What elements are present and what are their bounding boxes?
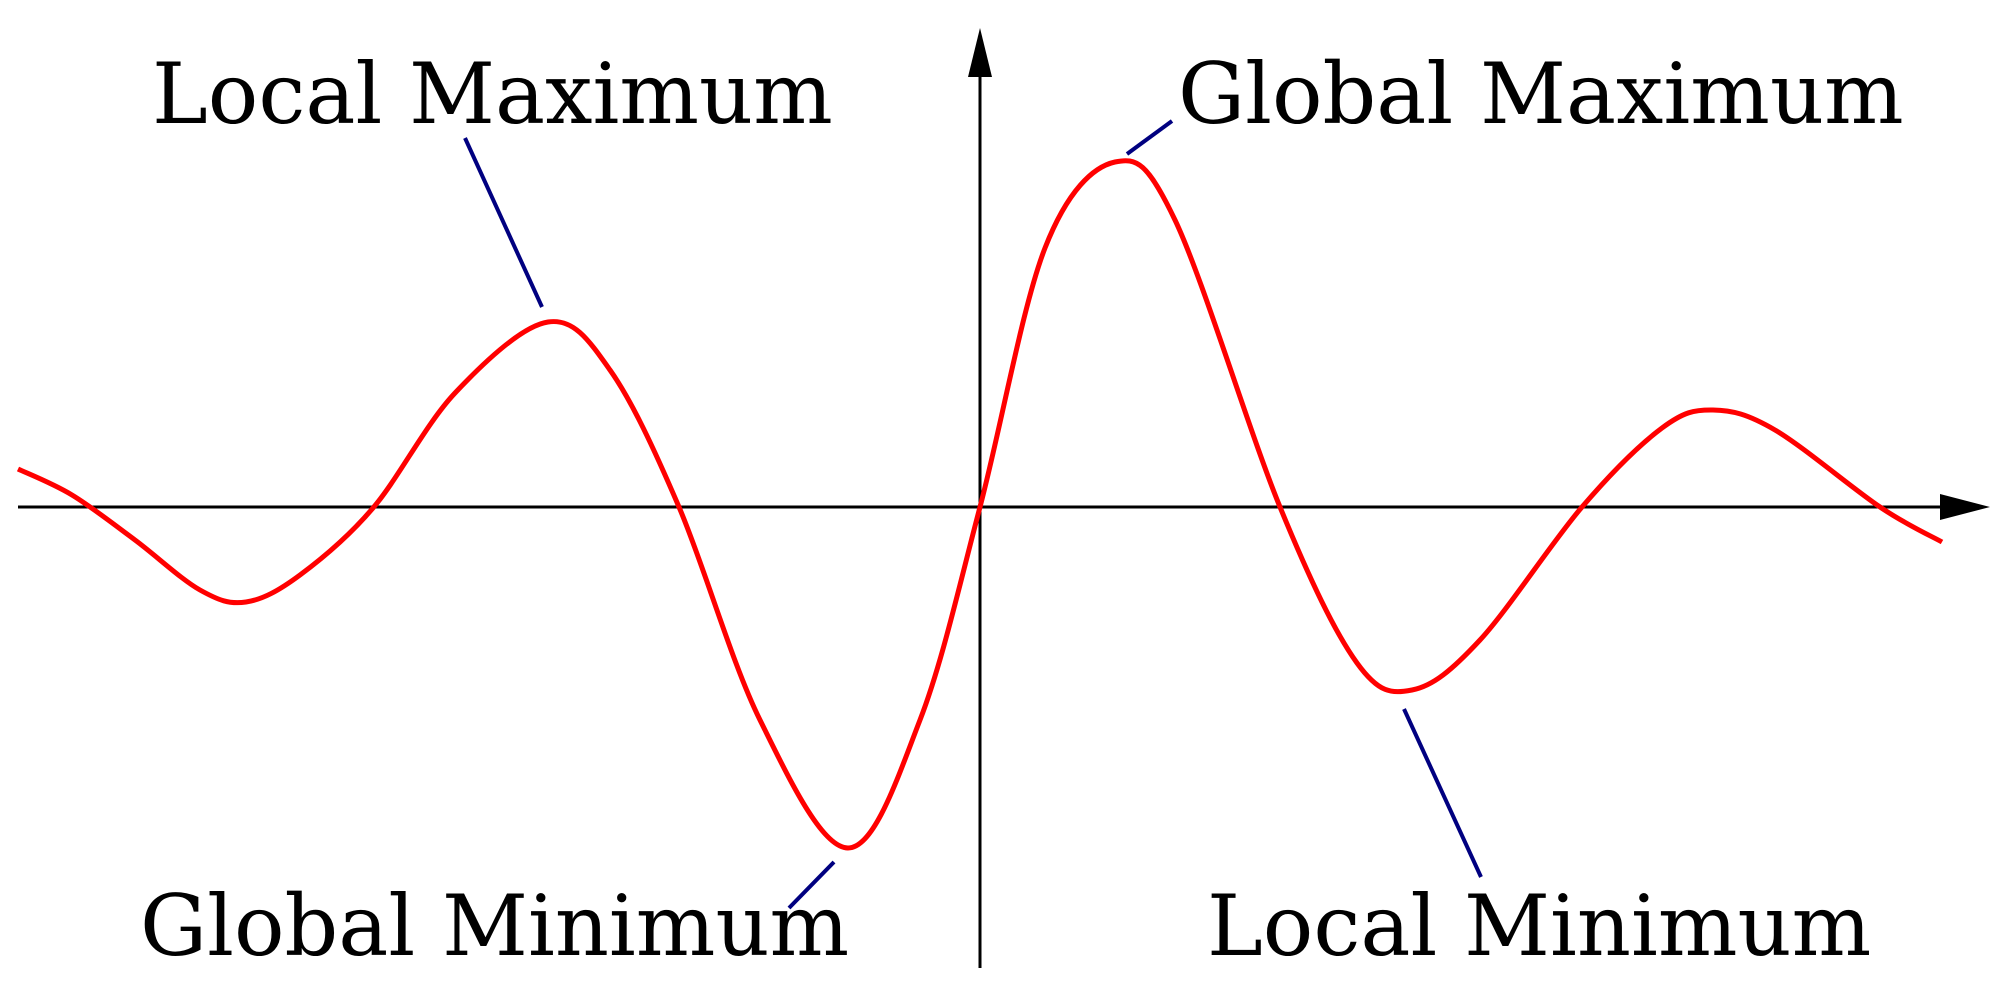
- global-minimum-label: Global Minimum: [140, 877, 849, 975]
- global-maximum-label: Global Maximum: [1178, 45, 1904, 143]
- global-maximum-leader-line: [1125, 119, 1174, 156]
- local-maximum-leader-line: [463, 137, 544, 308]
- local-maximum-label: Local Maximum: [152, 45, 833, 143]
- local-minimum-label: Local Minimum: [1207, 877, 1871, 975]
- function-curve: [16, 158, 1944, 851]
- x-axis-arrowhead: [1940, 494, 1990, 520]
- local-minimum-leader-line: [1402, 708, 1483, 878]
- global-minimum-leader-line: [787, 860, 836, 910]
- y-axis-arrowhead: [968, 28, 992, 77]
